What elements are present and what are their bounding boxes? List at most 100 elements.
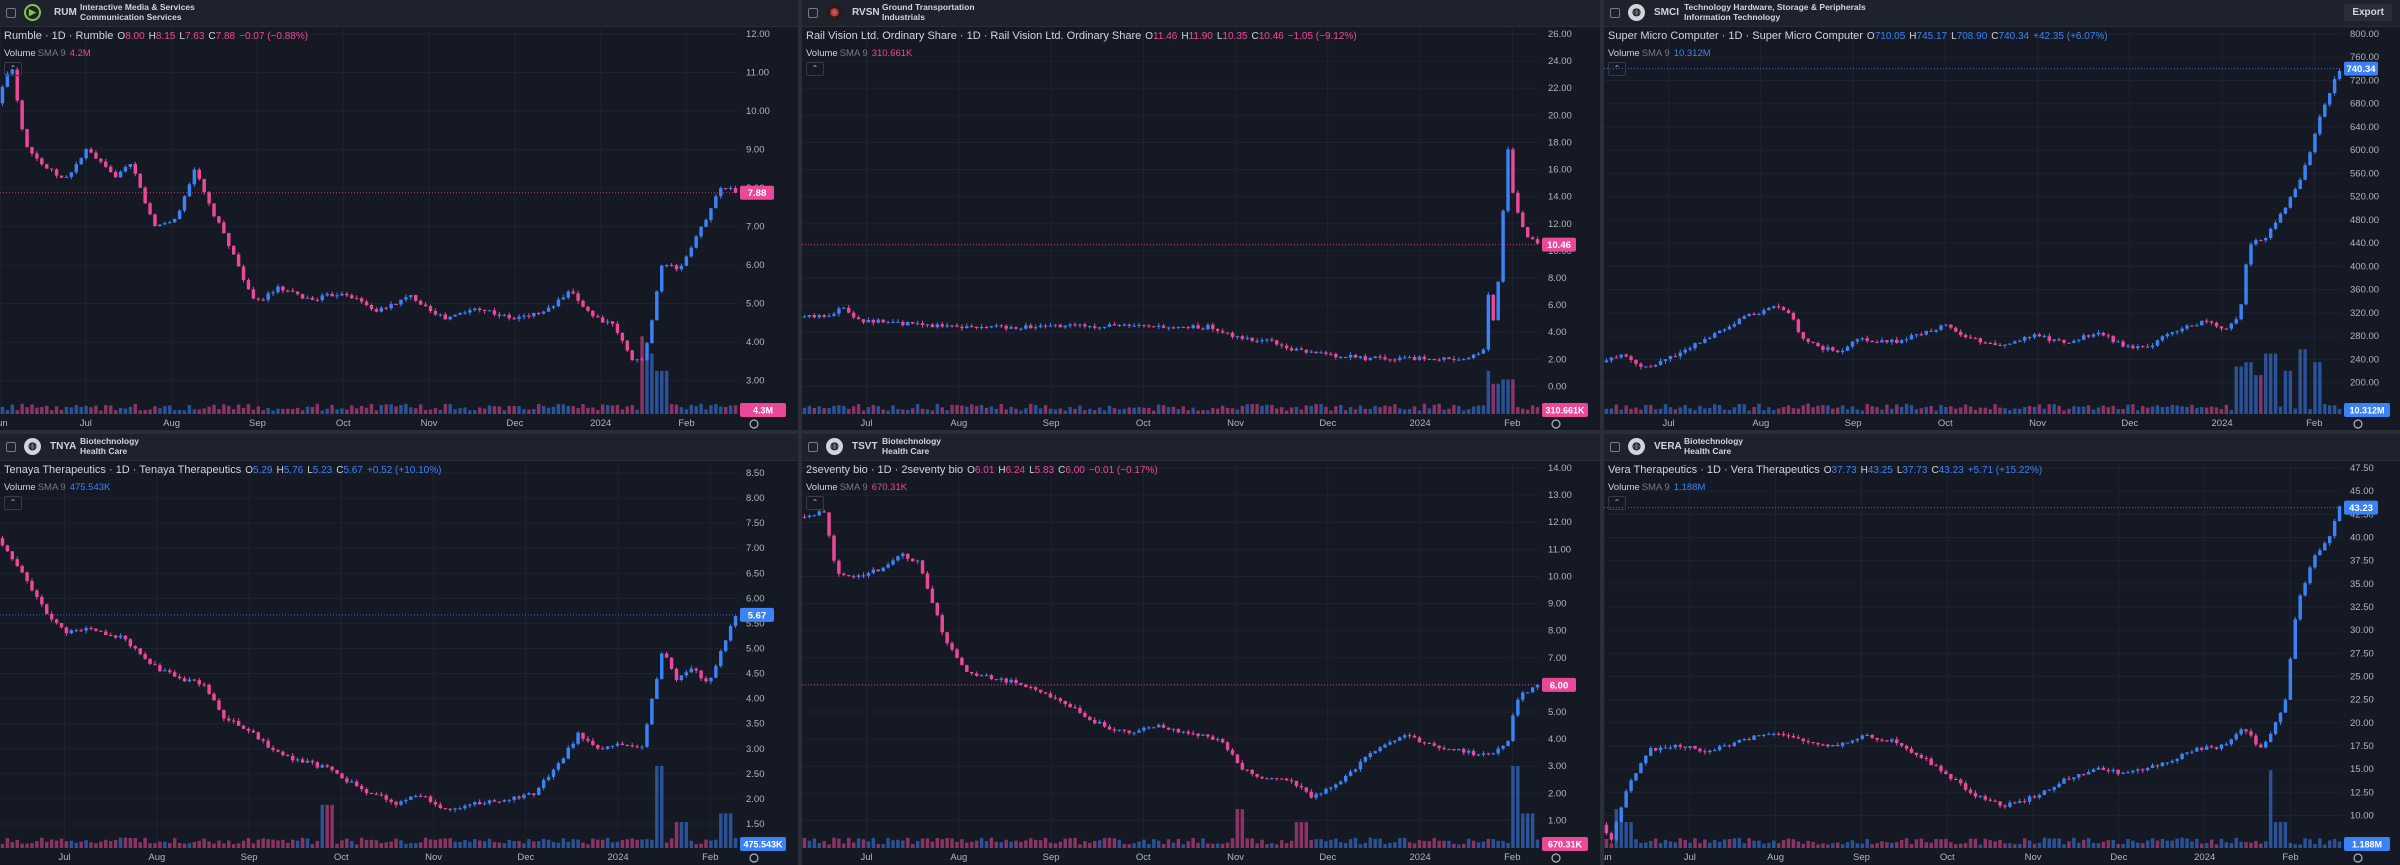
- chart-panel-vera[interactable]: ◍ VERA Biotechnology Health Care 10.00 12.50 1…: [1604, 434, 2400, 864]
- volume-bar: [935, 403, 940, 414]
- price-chart[interactable]: 1.502.002.503.003.504.004.505.005.506.00…: [0, 460, 798, 864]
- candle-body: [714, 666, 718, 678]
- ohlc-key-h: H: [1909, 31, 1917, 42]
- select-checkbox[interactable]: [1610, 442, 1620, 452]
- volume-bar: [2101, 405, 2106, 414]
- candle-body: [1772, 306, 1776, 308]
- candle-body: [2175, 759, 2179, 761]
- candle-body: [428, 796, 433, 803]
- volume-bar: [674, 822, 679, 848]
- price-chart[interactable]: 10.0012.5015.0017.5020.0022.5025.0027.50…: [1604, 460, 2400, 864]
- select-checkbox[interactable]: [6, 442, 16, 452]
- collapse-legend-icon[interactable]: ⌃: [806, 62, 824, 76]
- volume-bar: [502, 410, 507, 414]
- volume-bar: [79, 406, 83, 414]
- volume-bar: [974, 405, 979, 414]
- chart-panel-smci[interactable]: ◍ SMCI Technology Hardware, Storage & Peri…: [1604, 0, 2400, 430]
- candle-body: [364, 301, 369, 306]
- chart-panel-tnya[interactable]: ◍ TNYA Biotechnology Health Care 1.50 2.00 2.5…: [0, 434, 798, 864]
- volume-bar: [1796, 841, 1801, 848]
- y-tick-label: 6.50: [746, 568, 765, 579]
- chart-panel-rum[interactable]: ▶ RUM Interactive Media & Services Communic…: [0, 0, 798, 430]
- chart-panel-rvsn[interactable]: ◉ RVSN Ground Transportation Industrials 0.0…: [802, 0, 1600, 430]
- volume-bar: [1053, 843, 1058, 848]
- candle-body: [1781, 733, 1786, 736]
- volume-bar: [1801, 405, 1805, 414]
- ohlc-key-h: H: [276, 465, 284, 476]
- collapse-legend-icon[interactable]: ⌃: [4, 62, 22, 76]
- candle-body: [1747, 313, 1751, 317]
- candle-body: [325, 293, 329, 296]
- volume-bar: [1083, 410, 1087, 414]
- volume-bar: [1481, 405, 1486, 414]
- price-chart[interactable]: 1.002.003.004.005.006.007.008.009.0010.0…: [802, 460, 1600, 864]
- ticker-symbol[interactable]: TNYA: [50, 441, 77, 452]
- collapse-legend-icon[interactable]: ⌃: [4, 496, 22, 510]
- price-chart[interactable]: 0.002.004.006.008.0010.0012.0014.0016.00…: [802, 26, 1600, 430]
- horizontal-separator[interactable]: [0, 430, 2400, 434]
- volume-bar: [1624, 822, 1628, 848]
- volume-bar: [2323, 844, 2327, 848]
- candle-body: [1117, 324, 1122, 326]
- candle-body: [45, 604, 49, 614]
- volume-bar: [2318, 362, 2322, 414]
- volume-bar: [1712, 404, 1717, 414]
- volume-value: 475.543K: [69, 482, 111, 493]
- volume-bar: [1973, 409, 1978, 414]
- volume-bar: [1171, 406, 1176, 414]
- volume-bar: [566, 406, 570, 414]
- select-checkbox[interactable]: [808, 8, 818, 18]
- collapse-legend-icon[interactable]: ⌃: [1608, 62, 1626, 76]
- volume-bar: [684, 822, 689, 848]
- price-chart[interactable]: 3.004.005.006.007.008.009.0010.0011.0012…: [0, 26, 798, 430]
- price-chart[interactable]: 200.00240.00280.00320.00360.00400.00440.…: [1604, 26, 2400, 430]
- axis-settings-icon[interactable]: [1551, 419, 1561, 429]
- axis-settings-icon[interactable]: [749, 419, 759, 429]
- candle-body: [674, 668, 679, 681]
- select-checkbox[interactable]: [808, 442, 818, 452]
- ticker-symbol[interactable]: RVSN: [852, 7, 880, 18]
- select-checkbox[interactable]: [6, 8, 16, 18]
- candle-body: [2086, 771, 2091, 775]
- collapse-legend-icon[interactable]: ⌃: [1608, 496, 1626, 510]
- volume-bar: [1334, 838, 1338, 848]
- collapse-legend-icon[interactable]: ⌃: [806, 496, 824, 510]
- candle-body: [1294, 348, 1299, 351]
- volume-bar: [1698, 405, 1702, 414]
- volume-bar: [1816, 405, 1820, 414]
- volume-bar: [148, 409, 152, 414]
- candle-body: [970, 671, 974, 674]
- volume-bar: [236, 404, 241, 414]
- candle-body: [541, 780, 546, 788]
- candle-body: [2027, 796, 2032, 802]
- axis-settings-icon[interactable]: [2353, 419, 2363, 429]
- chart-panel-tsvt[interactable]: ◍ TSVT Biotechnology Health Care 1.00 2.00 3.0…: [802, 434, 1600, 864]
- axis-settings-icon[interactable]: [749, 853, 759, 863]
- candle-body: [1501, 210, 1505, 282]
- volume-bar: [246, 404, 251, 414]
- candle-body: [138, 173, 142, 188]
- candle-body: [168, 222, 172, 224]
- volume-bar: [202, 408, 206, 414]
- ticker-symbol[interactable]: RUM: [54, 7, 77, 18]
- ticker-symbol[interactable]: VERA: [1654, 441, 1682, 452]
- export-button[interactable]: Export: [2344, 4, 2392, 21]
- candle-body: [576, 732, 580, 744]
- candle-body: [1653, 748, 1658, 751]
- volume-bar: [487, 838, 492, 848]
- axis-settings-icon[interactable]: [1551, 853, 1561, 863]
- axis-settings-icon[interactable]: [2353, 853, 2363, 863]
- volume-bar: [960, 839, 964, 848]
- volume-bar: [1924, 406, 1928, 414]
- volume-bar: [374, 840, 379, 848]
- ticker-symbol[interactable]: SMCI: [1654, 7, 1679, 18]
- candle-body: [1973, 337, 1978, 339]
- select-checkbox[interactable]: [1610, 8, 1620, 18]
- volume-bar: [2057, 405, 2061, 414]
- ohlc-l: 7.63: [184, 31, 205, 42]
- ticker-symbol[interactable]: TSVT: [852, 441, 878, 452]
- volume-bar: [163, 841, 167, 848]
- volume-bar: [832, 405, 836, 414]
- candle-body: [709, 677, 713, 682]
- volume-bar: [1885, 404, 1889, 414]
